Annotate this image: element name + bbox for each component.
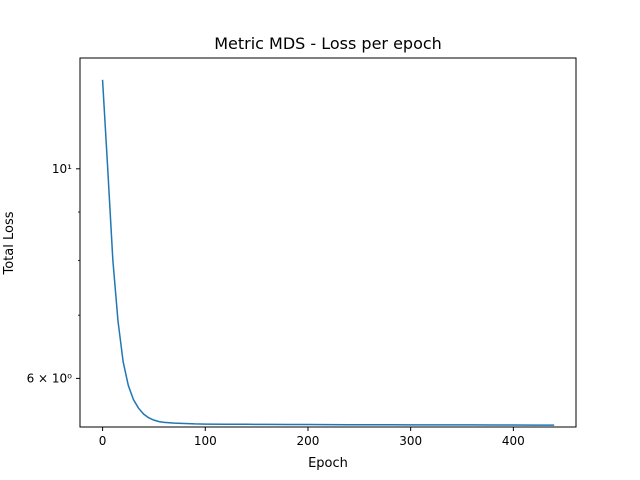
ticks-group: 0 100 200 300 400 6 × 10⁰ 10¹ (27, 162, 525, 448)
x-tick-label: 400 (502, 434, 525, 448)
x-axis-label: Epoch (308, 456, 348, 471)
y-axis-label: Total Loss (2, 211, 17, 275)
x-tick-label: 100 (194, 434, 217, 448)
y-tick-label: 6 × 10⁰ (27, 371, 73, 385)
chart-title: Metric MDS - Loss per epoch (214, 34, 442, 53)
x-tick-label: 200 (297, 434, 320, 448)
plot-frame (79, 57, 577, 428)
x-tick-label: 300 (399, 434, 422, 448)
x-tick-label: 0 (99, 434, 107, 448)
series-group (101, 79, 555, 426)
series-line (101, 79, 555, 426)
y-tick-label: 10¹ (52, 162, 72, 176)
